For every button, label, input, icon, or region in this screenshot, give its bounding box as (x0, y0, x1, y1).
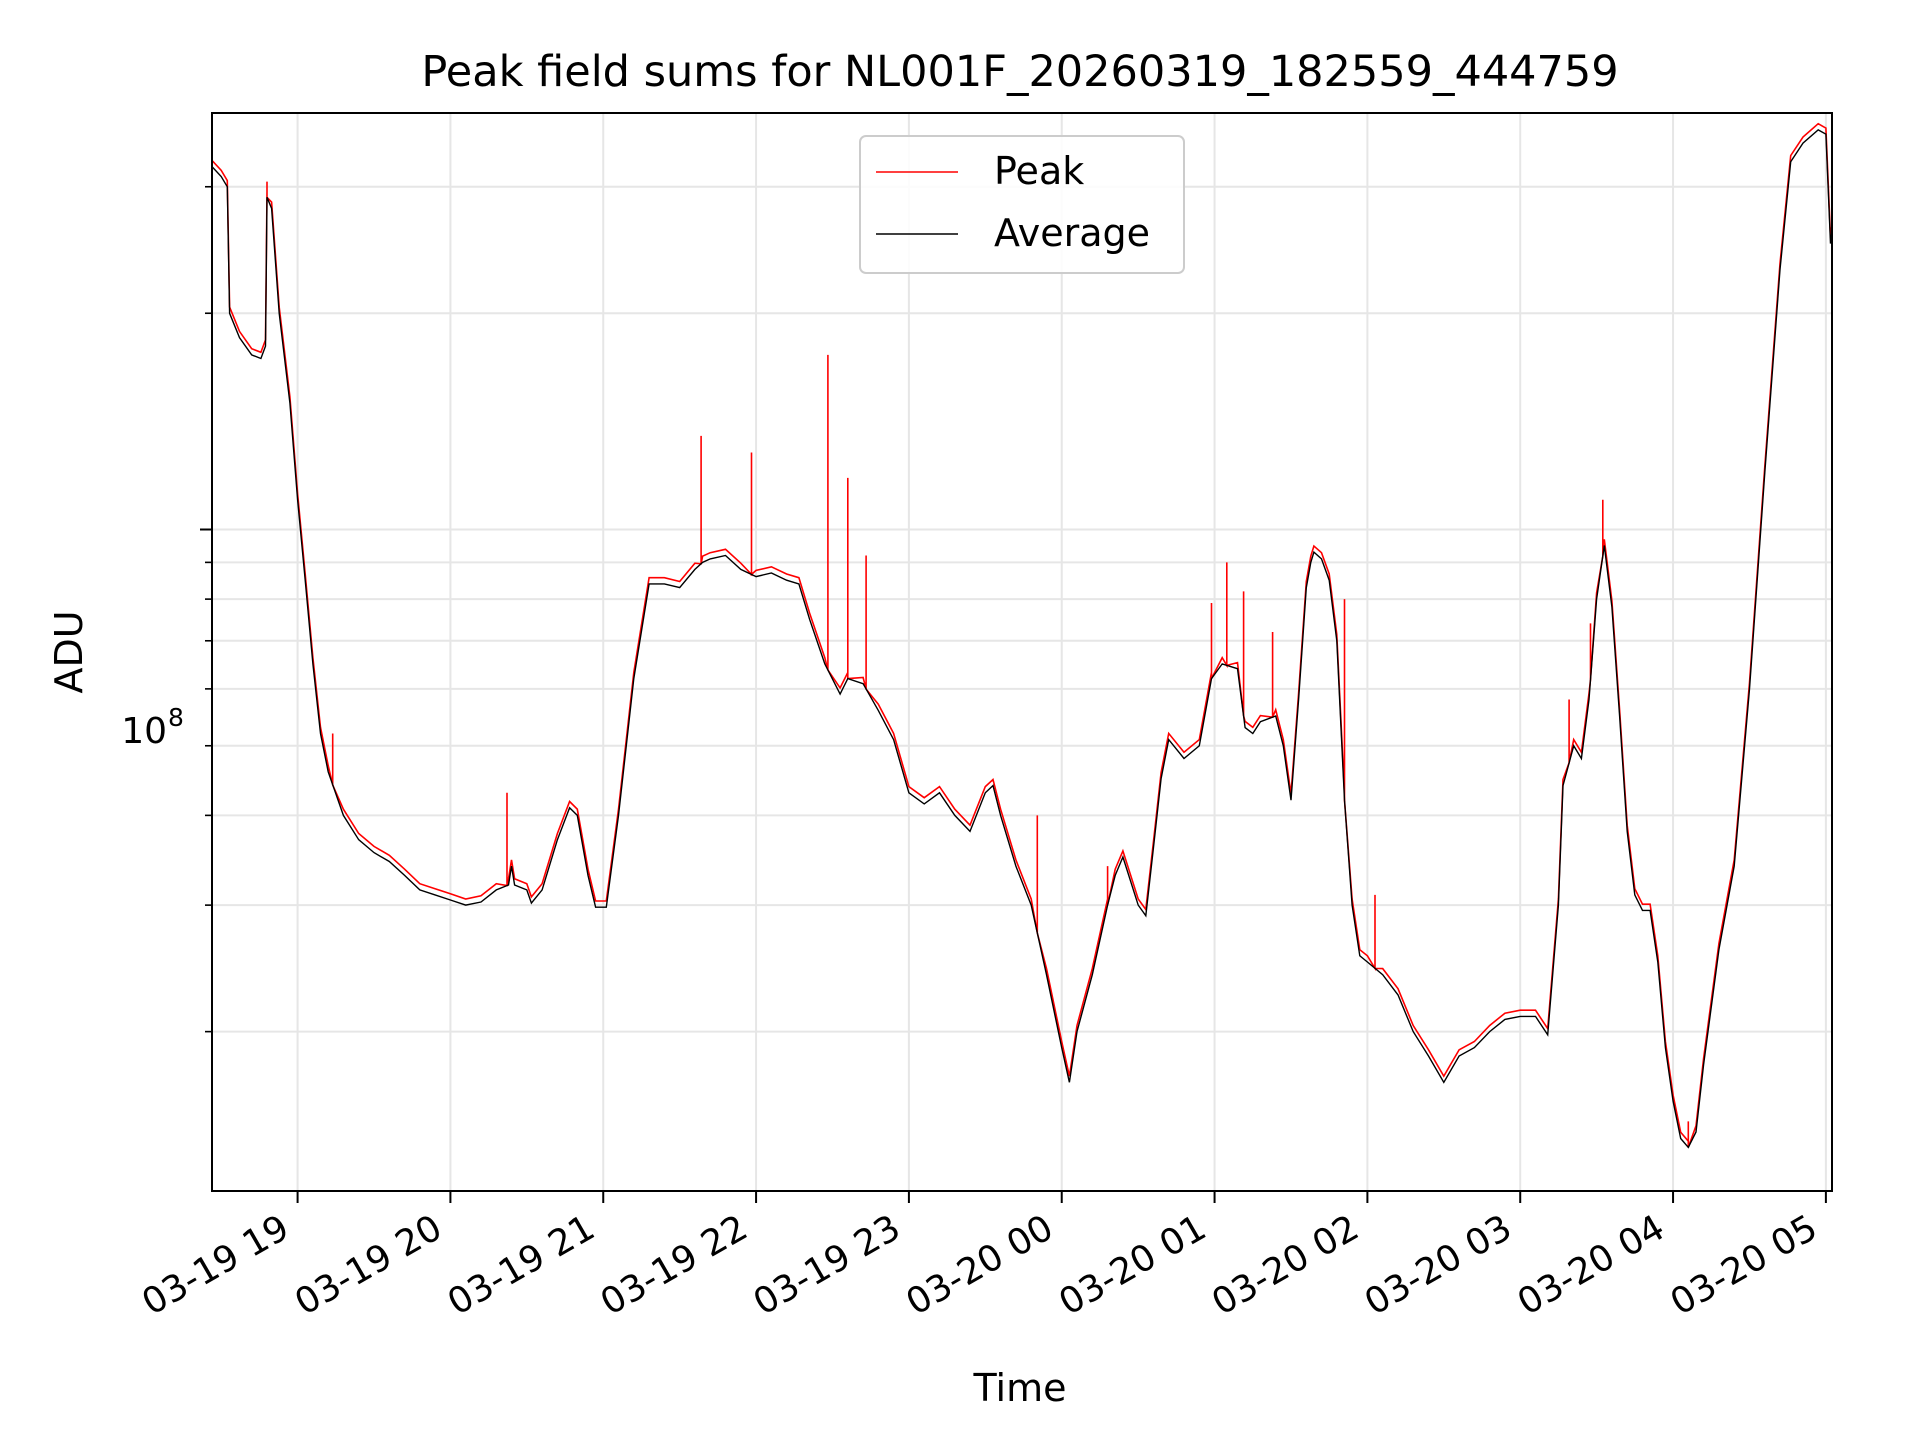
legend-box (859, 135, 1185, 274)
x-tick-label: 03-19 20 (288, 1207, 449, 1323)
grid-lines (212, 113, 1832, 1191)
x-tick-label: 03-19 23 (747, 1207, 908, 1323)
x-tick-label: 03-20 04 (1511, 1207, 1672, 1323)
legend-peak-label: Peak (994, 149, 1084, 193)
x-tick-label: 03-20 03 (1358, 1207, 1519, 1323)
x-tick-label: 03-20 02 (1205, 1207, 1366, 1323)
y-tick-label-1e8: 10 8 (121, 703, 184, 752)
y-tick-base: 10 (121, 711, 167, 752)
x-tick-label: 03-19 22 (594, 1207, 755, 1323)
x-tick-label: 03-19 19 (135, 1207, 296, 1323)
average-series-line (211, 129, 1833, 1149)
x-tick-label: 03-20 01 (1052, 1207, 1213, 1323)
plot-frame (211, 112, 1833, 1192)
x-tick-label: 03-19 21 (441, 1207, 602, 1323)
legend: Peak Average (859, 135, 1185, 274)
peak-series-line (211, 122, 1833, 1148)
y-tick-exponent: 8 (168, 703, 184, 732)
chart-title: Peak field sums for NL001F_20260319_1825… (421, 47, 1618, 97)
x-tick-label: 03-20 00 (900, 1207, 1061, 1323)
y-axis-ticks (200, 185, 212, 1033)
x-tick-label: 03-20 05 (1664, 1207, 1825, 1323)
x-axis-label: Time (973, 1366, 1067, 1410)
y-axis-label: ADU (47, 610, 91, 693)
legend-average-label: Average (994, 211, 1150, 255)
